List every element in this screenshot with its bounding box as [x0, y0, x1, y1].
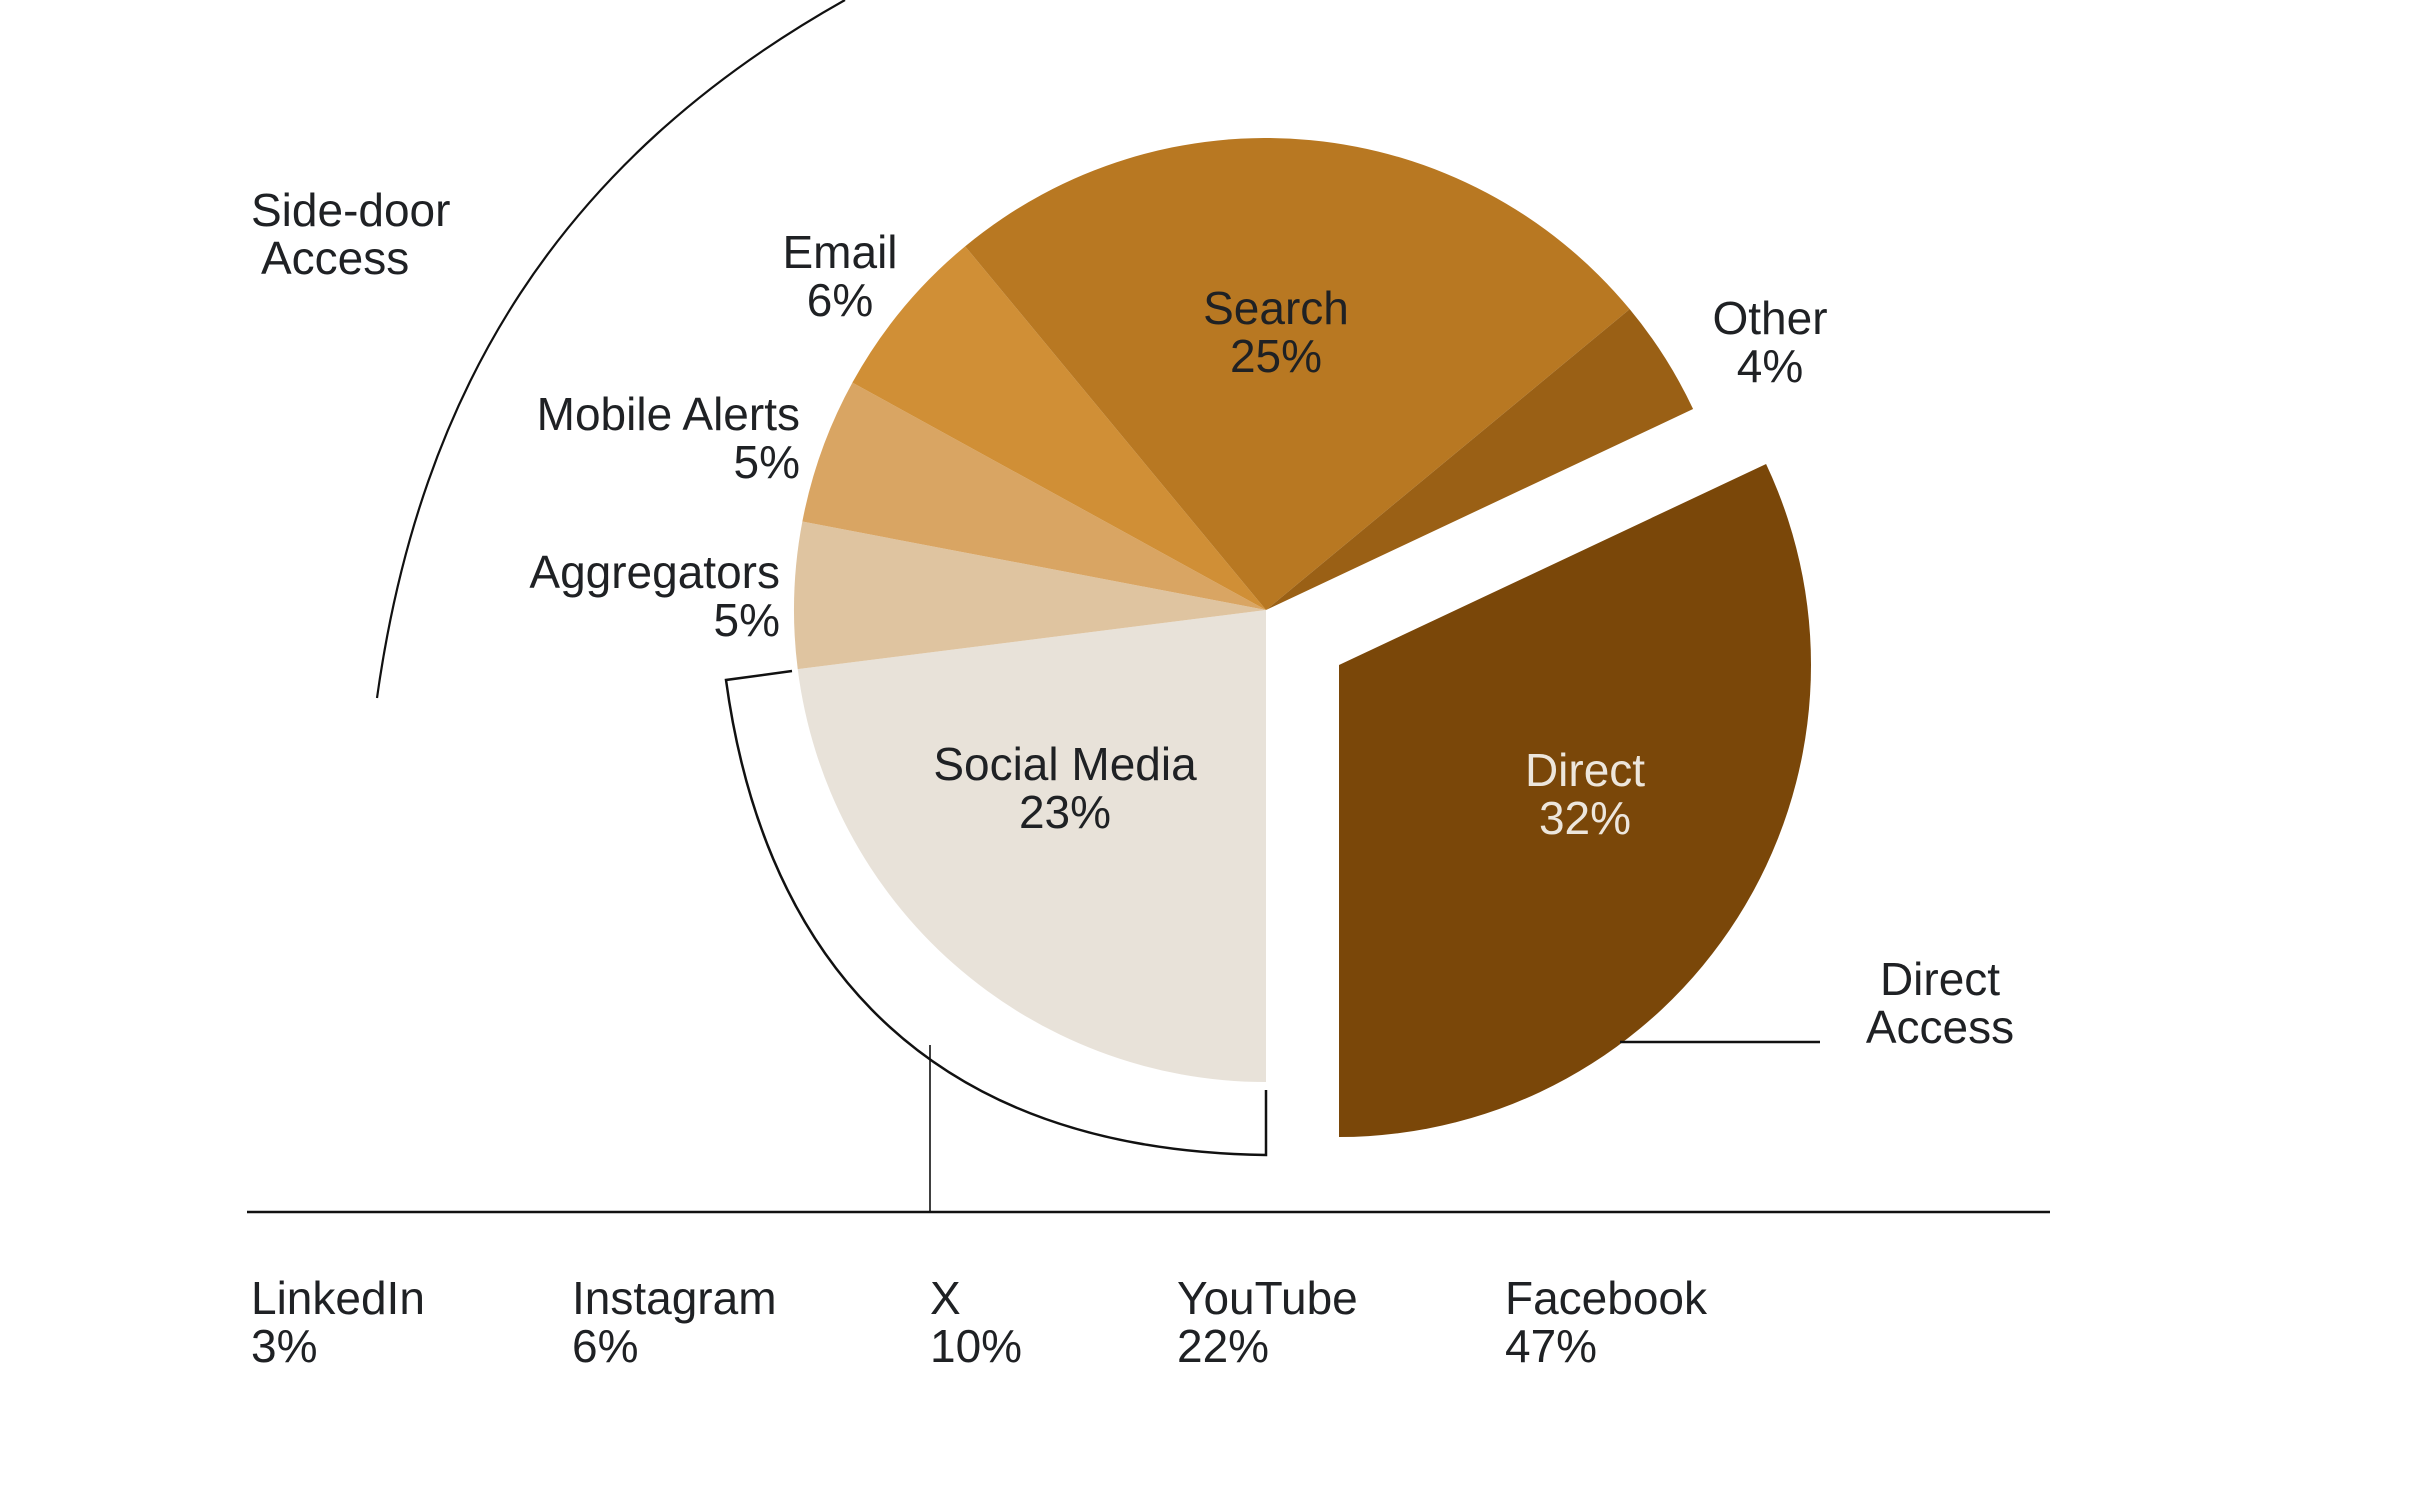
- direct-label: Direct 32%: [1524, 744, 1646, 844]
- breakdown-youtube: YouTube 22%: [1177, 1272, 1358, 1372]
- side-door-access-label: Side-door Access: [251, 184, 451, 284]
- aggregators-label: Aggregators 5%: [529, 546, 780, 646]
- breakdown-linkedin: LinkedIn 3%: [251, 1272, 425, 1372]
- side-door-arc: [375, 0, 846, 699]
- search-label: Search 25%: [1203, 282, 1349, 382]
- slice-search: [965, 138, 1630, 610]
- pie-slices: [794, 138, 1811, 1137]
- breakdown-instagram: Instagram 6%: [572, 1272, 777, 1372]
- slice-other: [1266, 309, 1694, 610]
- slice-social-media: [797, 610, 1266, 1082]
- mobile-alerts-label: Mobile Alerts 5%: [536, 388, 800, 488]
- other-label: Other 4%: [1712, 292, 1828, 392]
- slice-mobile-alerts: [802, 382, 1266, 610]
- breakdown-facebook: Facebook 47%: [1505, 1272, 1708, 1372]
- direct-access-label: Direct Access: [1865, 953, 2015, 1053]
- email-label: Email 6%: [782, 226, 898, 326]
- social-media-label: Social Media 23%: [933, 738, 1197, 838]
- slice-direct: [1339, 464, 1811, 1137]
- slice-aggregators: [794, 521, 1266, 670]
- social-media-bracket: [724, 669, 1268, 1157]
- slice-email: [852, 246, 1266, 610]
- breakdown-x: X 10%: [930, 1272, 1023, 1372]
